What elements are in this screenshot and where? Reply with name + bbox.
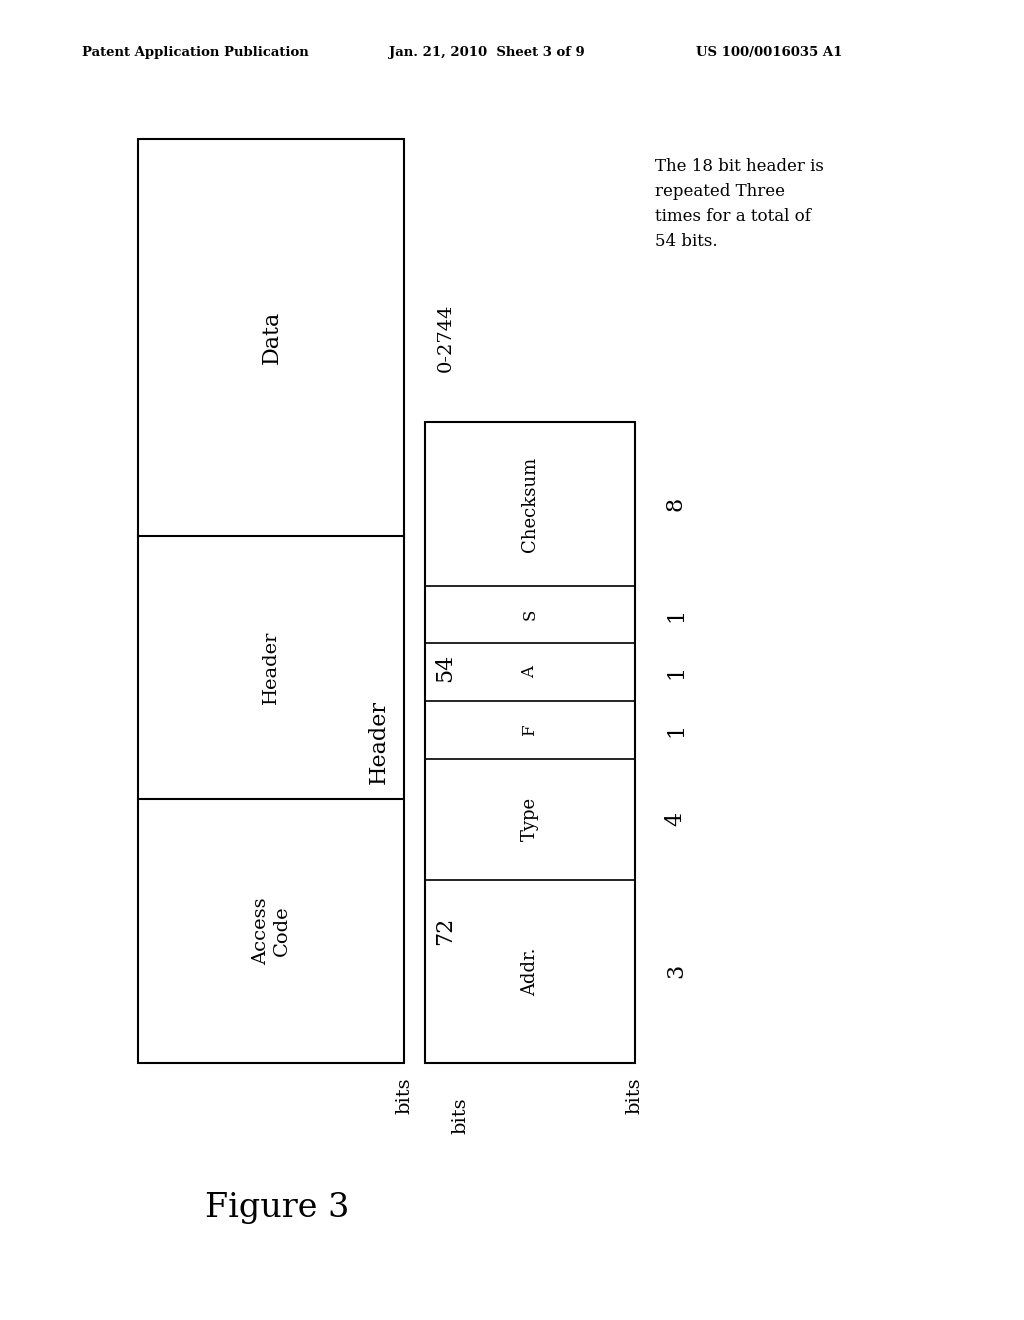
- Text: US 100/0016035 A1: US 100/0016035 A1: [696, 46, 843, 59]
- Text: Data: Data: [260, 310, 283, 364]
- Text: 72: 72: [434, 917, 457, 945]
- Text: 3: 3: [665, 964, 687, 978]
- Text: Jan. 21, 2010  Sheet 3 of 9: Jan. 21, 2010 Sheet 3 of 9: [389, 46, 585, 59]
- Text: Type: Type: [521, 797, 539, 841]
- Text: 1: 1: [665, 665, 687, 680]
- Text: Header: Header: [368, 701, 390, 784]
- Text: 4: 4: [665, 812, 687, 826]
- Text: 0-2744: 0-2744: [436, 304, 455, 371]
- Text: S: S: [521, 609, 539, 620]
- Text: Header: Header: [262, 631, 281, 705]
- Text: 1: 1: [665, 607, 687, 622]
- Text: F: F: [521, 723, 539, 735]
- Text: bits: bits: [626, 1077, 644, 1114]
- Text: The 18 bit header is
repeated Three
times for a total of
54 bits.: The 18 bit header is repeated Three time…: [655, 158, 824, 249]
- Text: Access
Code: Access Code: [252, 898, 291, 965]
- Text: 1: 1: [665, 722, 687, 737]
- Text: Checksum: Checksum: [521, 457, 539, 552]
- Text: bits: bits: [452, 1097, 470, 1134]
- Text: A: A: [521, 667, 539, 678]
- Text: 8: 8: [665, 496, 687, 511]
- Text: Addr.: Addr.: [521, 948, 539, 995]
- Text: Figure 3: Figure 3: [205, 1192, 349, 1224]
- Text: 54: 54: [434, 653, 457, 681]
- Text: bits: bits: [395, 1077, 414, 1114]
- Text: Patent Application Publication: Patent Application Publication: [82, 46, 308, 59]
- Bar: [425, 422, 635, 1063]
- Bar: [138, 139, 404, 1063]
